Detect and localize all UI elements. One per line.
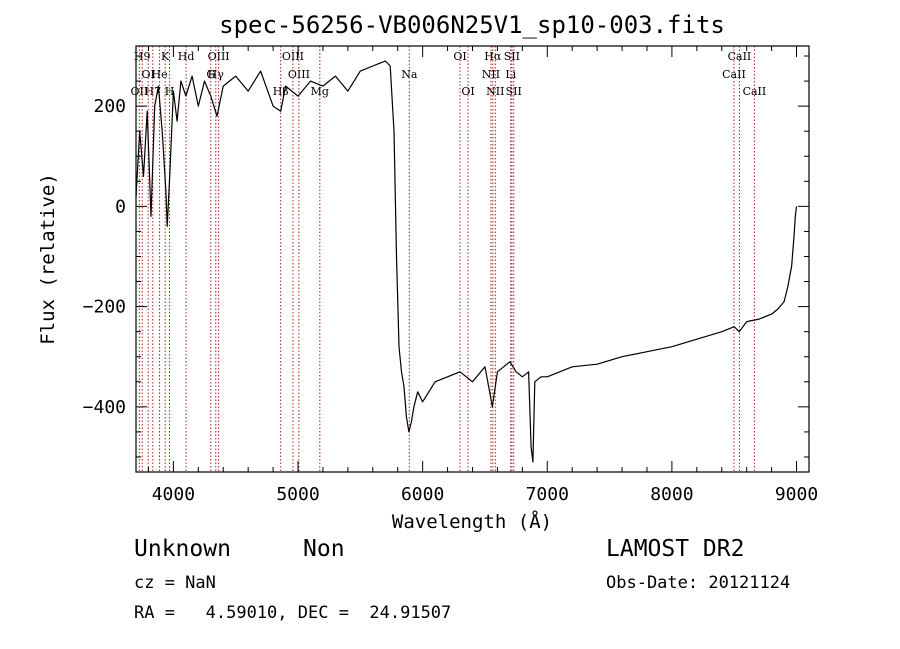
line-label: Hγ — [208, 68, 225, 81]
x-tick-label: 8000 — [650, 484, 693, 505]
chart-title: spec-56256-VB006N25V1_sp10-003.fits — [219, 11, 725, 39]
line-label: CaII — [728, 50, 752, 63]
y-tick-labels: −400 −200 0 200 — [83, 96, 126, 418]
x-axis-label: Wavelength (Å) — [392, 510, 552, 533]
x-tick-label: 5000 — [276, 484, 319, 505]
line-label: OII — [131, 85, 149, 98]
line-label: OI — [461, 85, 474, 98]
line-label: NII — [482, 68, 500, 81]
line-label: H — [165, 85, 175, 98]
y-axis-label: Flux (relative) — [37, 173, 59, 345]
line-label: CaII — [722, 68, 746, 81]
spectral-line-labels: OIIH9OIH7HeKHHdGHγOIIIHβOIIIOIIIMgNaOIOI… — [131, 50, 767, 98]
spectrum-chart: spec-56256-VB006N25V1_sp10-003.fits OIIH… — [37, 11, 819, 533]
line-label: Na — [401, 68, 418, 81]
observation-date: Obs-Date: 20121124 — [606, 573, 791, 593]
line-label: H9 — [134, 50, 151, 63]
line-label: Li — [505, 68, 516, 81]
spectrum-line — [135, 60, 798, 463]
axis-ticks — [136, 46, 809, 472]
line-label: OIII — [208, 50, 230, 63]
line-label: SII — [506, 85, 522, 98]
x-tick-label: 9000 — [775, 484, 818, 505]
line-label: OIII — [282, 50, 304, 63]
line-label: Hd — [178, 50, 195, 63]
line-label: K — [161, 50, 170, 63]
x-tick-label: 4000 — [152, 484, 195, 505]
line-label: G — [206, 68, 215, 81]
coordinates: RA = 4.59010, DEC = 24.91507 — [134, 603, 452, 623]
y-tick-label: −400 — [83, 397, 126, 418]
line-label: OI — [453, 50, 466, 63]
line-label: OI — [142, 68, 155, 81]
line-label: NII — [486, 85, 504, 98]
spectral-class: Unknown — [134, 536, 231, 562]
line-label: He — [152, 68, 168, 81]
x-tick-labels: 4000 5000 6000 7000 8000 9000 — [152, 484, 819, 505]
spectral-line-markers — [138, 46, 755, 472]
y-tick-label: −200 — [83, 297, 126, 318]
spectral-subclass: Non — [303, 536, 345, 562]
redshift-value: cz = NaN — [134, 573, 216, 593]
line-label: SII — [504, 50, 520, 63]
y-tick-label: 200 — [93, 96, 126, 117]
y-tick-label: 0 — [115, 196, 126, 217]
line-label: OIII — [288, 68, 310, 81]
x-tick-label: 6000 — [401, 484, 444, 505]
x-tick-label: 7000 — [526, 484, 569, 505]
line-label: Mg — [311, 85, 329, 98]
plot-frame — [135, 45, 810, 473]
line-label: CaII — [743, 85, 767, 98]
survey-name: LAMOST DR2 — [606, 536, 745, 562]
line-label: Hα — [484, 50, 502, 63]
